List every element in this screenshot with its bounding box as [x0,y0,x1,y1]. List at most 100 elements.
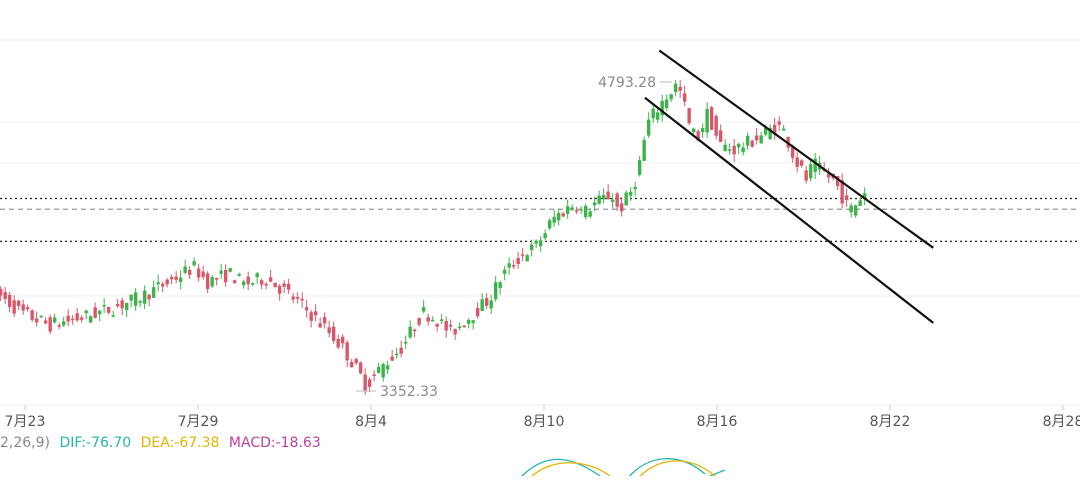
candle-up [430,319,435,322]
candle-up [633,187,637,190]
candle-down [363,374,367,391]
candle-down [462,325,466,328]
candle-down [201,271,205,278]
candle-down [619,203,624,212]
candle-down [844,195,849,201]
candle-up [88,316,93,323]
candle-down [0,288,3,296]
candle-up [142,290,147,304]
candle-down [7,294,12,308]
high-label: 4793.28 [598,75,656,91]
candle-down [349,361,354,368]
candle-up [250,282,255,285]
candle-down [399,347,403,354]
candle-down [448,324,453,327]
candle-down [390,356,394,361]
candle-down [327,327,331,334]
candle-up [655,112,660,120]
candle-up [241,281,246,286]
candle-up [759,135,763,144]
candle-down [475,307,480,317]
candle-down [174,276,178,280]
candle-up [376,367,381,373]
macd-params: 2,26,9) [0,435,50,451]
candle-up [862,193,867,200]
candle-down [187,269,192,275]
candle-down [169,276,174,280]
candle-up [111,315,115,317]
candle-down [372,374,376,376]
candle-up [705,109,709,133]
candle-down [777,121,781,125]
candle-up [741,147,745,153]
low-label: 3352.33 [380,384,438,400]
macd-dea: DEA:-67.38 [141,435,220,451]
candle-down [300,298,304,301]
candle-down [709,107,714,130]
candle-up [421,307,426,312]
candle-down [214,278,219,280]
candle-down [732,145,736,155]
candle-down [331,326,336,341]
candle-down [259,280,264,285]
candle-down [840,180,844,204]
candle-down [75,313,79,321]
candle-up [61,321,66,326]
candle-down [444,321,448,331]
candle-up [808,164,813,179]
candle-up [457,326,462,329]
candle-down [687,108,691,124]
candle-down [336,338,340,348]
candle-up [480,299,484,311]
candle-up [219,270,223,274]
grid-lines [0,39,1080,297]
candle-down [106,306,111,313]
candle-down [804,170,808,181]
candle-up [547,220,552,229]
candle-up [624,192,628,206]
candle-up [439,319,444,321]
candle-up [669,94,673,100]
candle-down [309,312,313,321]
candle-up [403,342,408,344]
candle-down [718,130,723,143]
candle-up [507,263,511,268]
candle-up [556,212,561,221]
candle-up [781,128,786,131]
candle-up [97,310,102,315]
candle-down [115,304,120,307]
candle-down [511,265,516,267]
candle-up [39,315,43,318]
candle-down [412,329,417,332]
candle-up [543,233,547,239]
channel-line [644,96,934,324]
channel-line [658,49,934,249]
candle-up [858,200,862,206]
x-tick-label: 8月10 [524,414,565,430]
candles [0,79,867,395]
horizontal-levels [0,197,1080,243]
candle-down [417,317,421,325]
candle-down [426,317,430,322]
candle-down [367,379,372,387]
candle-down [799,160,804,166]
candle-down [484,298,489,306]
candle-down [25,307,30,310]
candle-up [529,244,534,251]
candle-up [651,108,655,119]
candle-down [273,282,277,288]
candle-down [826,173,831,178]
candle-down [66,315,70,322]
x-tick-label: 7月23 [5,414,46,430]
candle-up [745,135,750,146]
candle-up [538,240,543,247]
candle-down [21,304,25,311]
candle-up [133,292,138,306]
price-annotations: 4793.28 3352.33 [356,75,672,400]
candle-up [763,127,768,135]
candle-down [574,210,579,212]
macd-legend: 2,26,9) DIF:-76.70 DEA:-67.38 MACD:-18.6… [0,435,321,451]
candle-down [147,294,151,300]
candle-down [165,279,169,285]
candle-up [489,300,493,309]
